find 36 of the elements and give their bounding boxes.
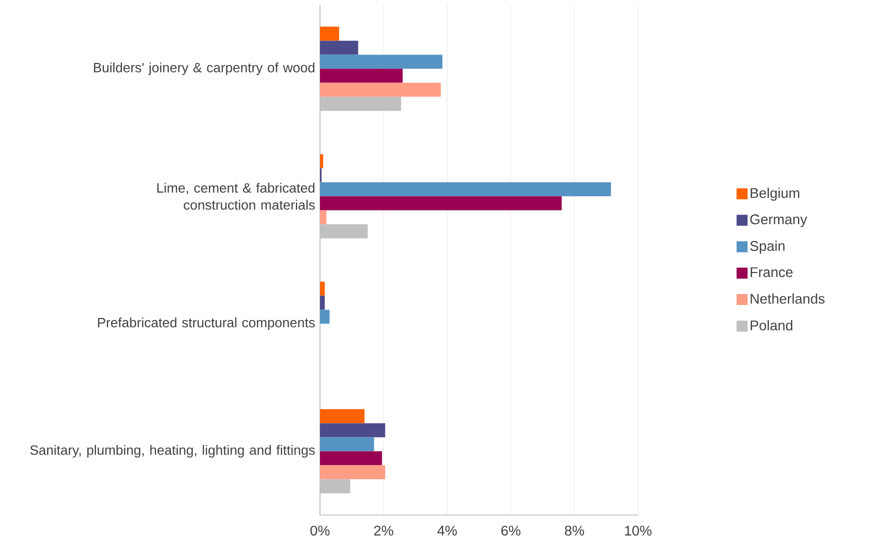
x-tick-label: 6% [501,526,520,536]
bar [320,196,562,210]
y-tick-label: Sanitary, plumbing, heating, lighting and fittings [30,444,315,458]
bar [320,82,441,97]
bar [320,479,350,494]
bar [320,154,324,168]
x-tick-label: 10% [625,526,652,536]
x-tick-label: 0% [310,526,330,536]
bar [320,224,368,238]
y-tick-label: Lime, cement & fabricated construction materials [157,182,315,210]
legend-label: Spain [750,240,784,254]
bar [320,210,326,224]
bar [320,26,340,41]
bar [320,423,386,438]
legend-label: Germany [750,214,808,228]
y-tick-label: Prefabricated structural components [98,317,315,330]
bar [320,68,403,83]
bar [320,40,358,55]
bar [320,54,442,69]
x-tick-label: 8% [564,526,584,536]
bar [320,296,325,310]
bar [320,182,611,196]
bar [320,437,374,452]
bar [320,451,382,466]
legend-label: France [750,267,793,278]
bar [320,96,402,111]
legend-label: Belgium [750,188,800,201]
legend-label: Netherlands [750,293,825,304]
bar [320,282,325,296]
x-tick-label: 2% [374,526,394,536]
x-tick-label: 4% [437,526,457,536]
legend-label: Poland [750,320,792,330]
bar [320,310,330,324]
bar [320,409,365,424]
bar [320,465,386,480]
y-tick-label: Builders' joinery & carpentry of wood [94,62,314,76]
